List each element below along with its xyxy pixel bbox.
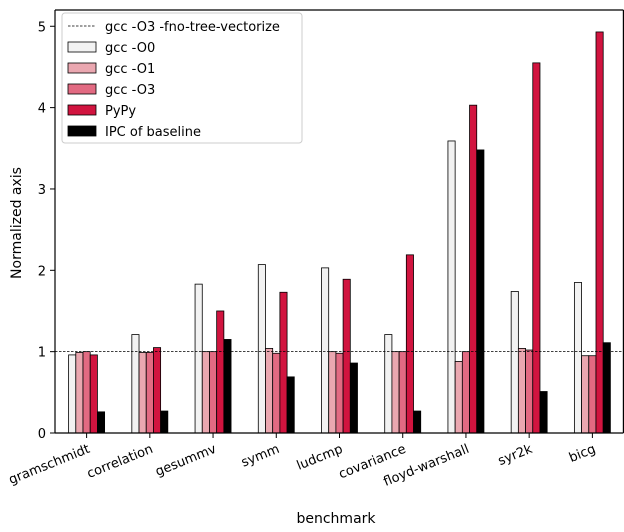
x-tick-label: symm [239,442,282,471]
bar [153,347,162,434]
y-tick-label: 0 [38,427,46,442]
bar [194,283,203,434]
legend-label: gcc -O0 [105,41,155,56]
bar [476,149,485,434]
legend-swatch [67,125,97,137]
bar [539,391,548,434]
legend-swatch [67,83,97,95]
bar [272,352,281,434]
legend-swatch [67,104,97,116]
bar [223,339,232,434]
bar [216,310,225,434]
x-axis-label: benchmark [296,511,376,527]
bar [595,31,604,434]
bar [413,410,422,434]
y-axis-label: Normalized axis [9,167,25,279]
bar [97,411,106,434]
x-tick-label: gesummv [153,442,219,480]
bar [335,352,344,434]
legend-swatch [67,62,97,74]
bar [454,361,463,434]
x-tick-label: correlation [85,442,155,482]
bar [461,351,470,434]
y-tick-label: 3 [38,183,46,198]
bar [145,352,154,434]
bar [286,376,295,434]
x-tick-label: bicg [567,442,598,466]
bar [398,351,407,434]
y-tick-label: 5 [38,20,46,35]
bar [447,140,456,434]
legend-label: IPC of baseline [105,125,201,140]
bar [532,62,541,434]
bar [573,282,582,434]
legend: gcc -O3 -fno-tree-vectorize gcc -O0 gcc -O… [61,12,303,144]
legend-box [61,12,303,144]
bar [68,354,77,434]
bar [201,351,210,434]
bar [510,291,519,434]
legend-swatch [67,41,97,53]
y-tick-label: 1 [38,346,46,361]
bar [89,354,98,434]
bar [581,355,590,434]
bar [349,362,358,434]
bar [602,342,611,434]
bar [391,351,400,434]
bar [525,349,534,434]
x-tick-label: gramschmidt [7,442,92,488]
bar [75,352,84,434]
legend-label: gcc -O3 [105,83,155,98]
bar [131,334,140,434]
legend-label: gcc -O1 [105,62,155,77]
y-tick-label: 2 [38,264,46,279]
y-tick-label: 4 [38,102,46,117]
x-tick-label: syr2k [496,442,535,469]
bar [82,351,91,434]
bar [321,267,330,434]
bar [328,351,337,434]
bar [405,254,414,434]
bar [342,278,351,434]
bar [265,347,274,434]
bar [138,352,147,434]
bar [279,291,288,434]
bar [517,347,526,434]
bar [384,334,393,434]
bar [588,355,597,434]
bar [160,410,169,434]
bar [209,351,218,434]
bar [257,264,266,434]
legend-label-baseline: gcc -O3 -fno-tree-vectorize [105,20,280,35]
plot-area [55,31,624,434]
legend-label: PyPy [105,104,136,119]
bar [469,104,478,434]
